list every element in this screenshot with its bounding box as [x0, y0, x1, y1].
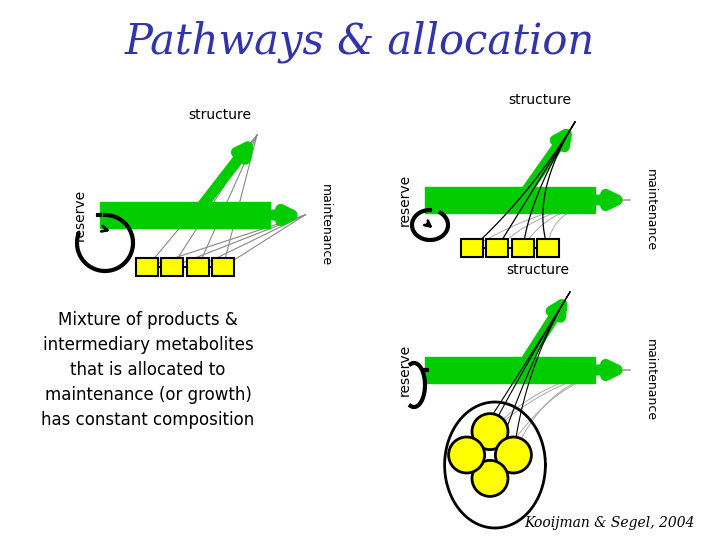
- Bar: [461, 239, 483, 257]
- Text: Kooijman & Segel, 2004: Kooijman & Segel, 2004: [524, 516, 695, 530]
- Bar: [425, 187, 595, 213]
- Text: maintenance: maintenance: [318, 184, 331, 266]
- Circle shape: [472, 461, 508, 496]
- Bar: [161, 258, 183, 276]
- Bar: [425, 357, 595, 383]
- Bar: [187, 258, 209, 276]
- Text: structure: structure: [506, 263, 570, 277]
- Bar: [512, 239, 534, 257]
- Bar: [136, 258, 158, 276]
- Text: structure: structure: [508, 93, 572, 107]
- Text: reserve: reserve: [398, 174, 412, 226]
- Text: Mixture of products &
intermediary metabolites
that is allocated to
maintenance : Mixture of products & intermediary metab…: [41, 311, 255, 429]
- Text: Pathways & allocation: Pathways & allocation: [125, 21, 595, 63]
- Bar: [212, 258, 234, 276]
- Bar: [100, 202, 270, 228]
- Text: reserve: reserve: [398, 344, 412, 396]
- Text: structure: structure: [189, 108, 251, 122]
- Circle shape: [495, 437, 531, 473]
- Text: reserve: reserve: [73, 189, 87, 241]
- Bar: [537, 239, 559, 257]
- Bar: [486, 239, 508, 257]
- Circle shape: [449, 437, 485, 473]
- Circle shape: [472, 414, 508, 450]
- Text: maintenance: maintenance: [644, 169, 657, 251]
- Text: maintenance: maintenance: [644, 339, 657, 421]
